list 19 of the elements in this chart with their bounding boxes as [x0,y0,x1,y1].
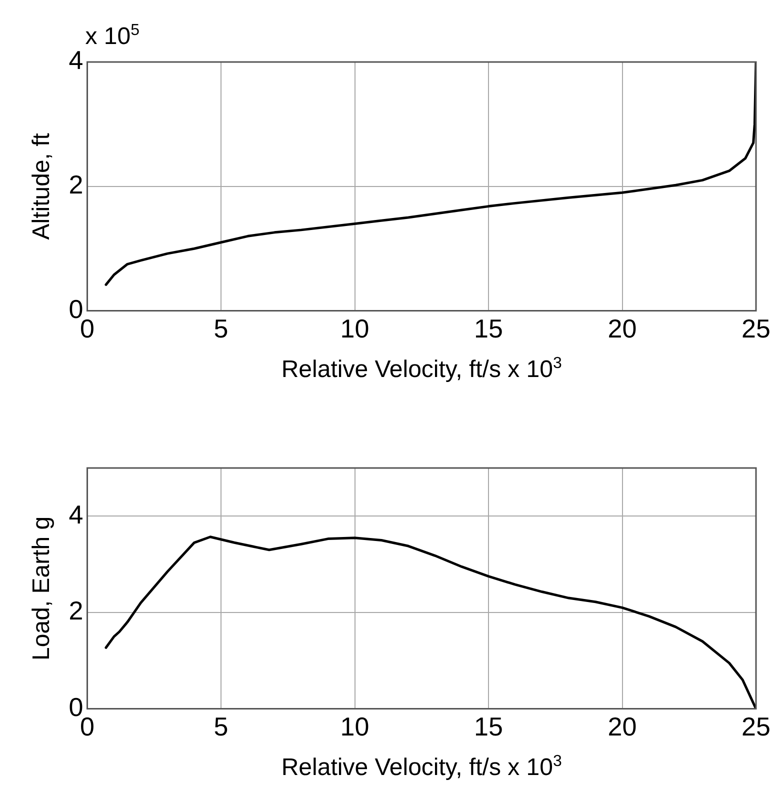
x-axis-title: Relative Velocity, ft/s x 10$^{3}$ [281,354,562,384]
x-tick-label: 20 [608,712,637,742]
text: x 10$^{5}$ [85,22,140,51]
y-tick-label: 4 [68,499,84,530]
x-tick-label: 20 [608,314,637,344]
y-tick-label: 2 [68,170,84,200]
y-axis-title: Load, Earth g [28,516,56,660]
x-tick-label: 25 [742,314,770,344]
y-tick-label: 2 [68,596,84,626]
x-tick-label: 10 [340,314,370,344]
y-axis-title: Altitude, ft [28,132,56,240]
x-tick-label: 15 [474,712,503,742]
x-tick-label: 5 [214,314,228,344]
y-tick-label: 4 [68,45,84,76]
x-tick-label: 25 [742,712,770,742]
x-tick-label: 15 [474,314,503,344]
x-tick-label: 10 [340,712,370,742]
x-axis-title: Relative Velocity, ft/s x 10$^{3}$ [281,752,562,782]
x-tick-label: 5 [214,712,228,742]
